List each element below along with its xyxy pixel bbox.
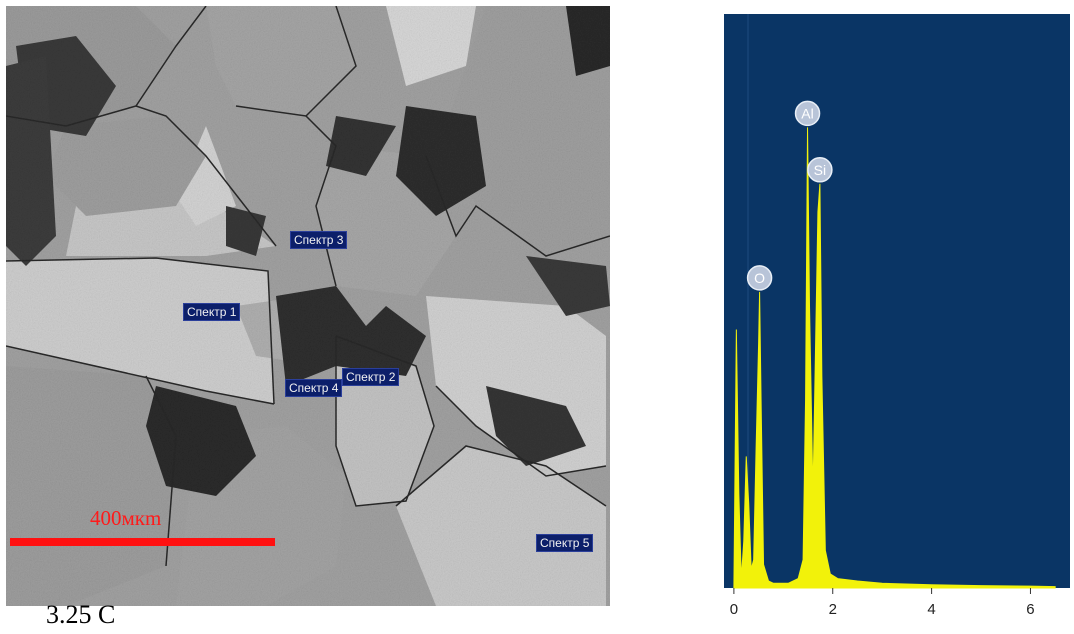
eds-spectrum-chart: O Al Si 0 2 4 6 bbox=[730, 14, 1056, 618]
peak-marker bbox=[746, 265, 773, 291]
sem-texture bbox=[6, 6, 610, 606]
spectrum-label-1: Спектр 1 bbox=[183, 303, 241, 321]
spectrum-label-5: Спектр 5 bbox=[536, 534, 594, 552]
peak-element-text: Si bbox=[814, 162, 826, 178]
peak-label-si: Si bbox=[807, 157, 833, 183]
peak-marker bbox=[807, 157, 833, 183]
spectrum-area bbox=[733, 127, 1056, 589]
figure-caption: 3.25 С bbox=[46, 600, 116, 629]
peak-element-text: O bbox=[754, 270, 765, 286]
peak-marker bbox=[794, 100, 821, 127]
x-tick-label: 6 bbox=[1026, 601, 1034, 618]
x-tick-label: 2 bbox=[829, 601, 837, 618]
spectrum-label-3: Спектр 3 bbox=[290, 231, 348, 249]
sem-micrograph: Спектр 3 Спектр 1 Спектр 2 Спектр 4 Спек… bbox=[6, 6, 610, 606]
scale-bar-label: 400мкm bbox=[90, 506, 162, 530]
x-tick-label: 4 bbox=[927, 601, 935, 618]
scale-bar bbox=[10, 538, 275, 546]
peak-label-al: Al bbox=[794, 100, 821, 127]
spectrum-label-2: Спектр 2 bbox=[342, 368, 400, 386]
x-tick-label: 0 bbox=[730, 601, 738, 618]
peak-element-text: Al bbox=[801, 105, 813, 121]
spectrum-plot-background bbox=[724, 14, 1070, 588]
peak-label-o: O bbox=[746, 265, 773, 291]
spectrum-label-4: Спектр 4 bbox=[285, 379, 343, 397]
